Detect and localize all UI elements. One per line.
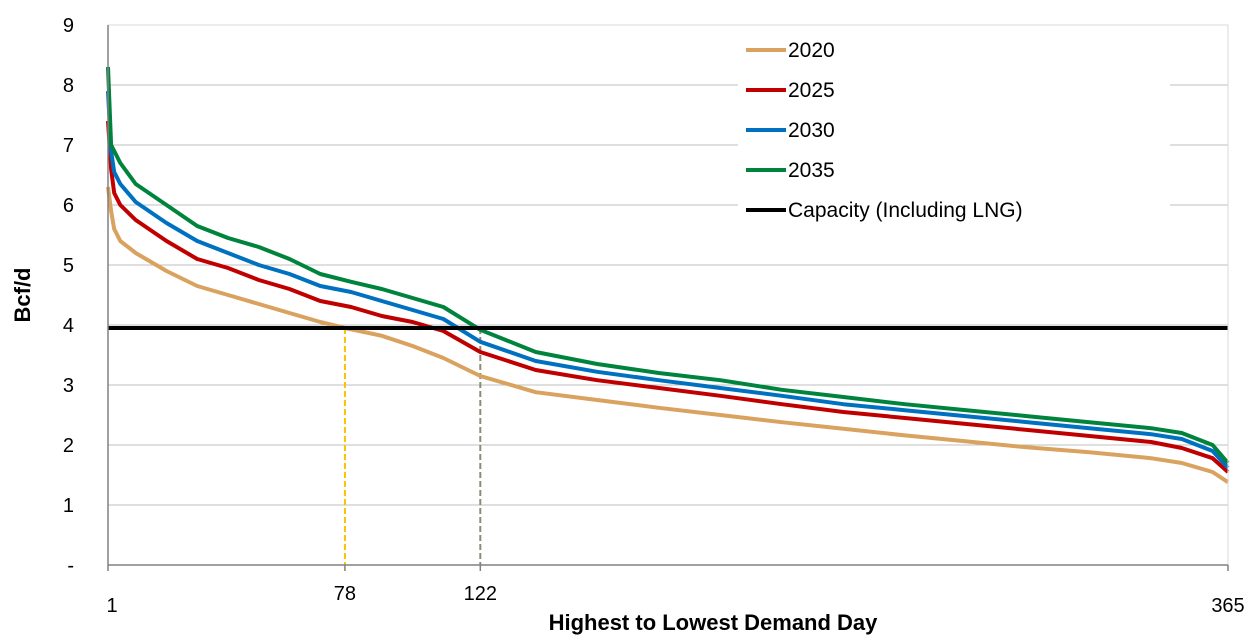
legend-label-capacity-including-lng: Capacity (Including LNG): [788, 199, 1023, 222]
series-line-2030: [106, 90, 1230, 470]
x-tick-label-2: 122: [464, 583, 497, 605]
y-tick-label-3: 3: [63, 375, 74, 397]
threshold-markers: [343, 328, 482, 565]
y-tick-label-0: -: [67, 555, 74, 577]
y-tick-label-9: 9: [63, 15, 74, 37]
x-tick-label-1: 78: [334, 583, 356, 605]
series-line-2025: [106, 120, 1230, 474]
y-tick-label-6: 6: [63, 195, 74, 217]
y-tick-label-8: 8: [63, 75, 74, 97]
y-tick-label-7: 7: [63, 135, 74, 157]
y-tick-label-1: 1: [63, 495, 74, 517]
legend: 2020 2025 2030 2035 Capacity (Including LNG): [738, 28, 1170, 234]
legend-label-2035: 2035: [788, 159, 835, 182]
series-lines: [106, 66, 1230, 484]
legend-label-2030: 2030: [788, 119, 835, 142]
legend-background: [738, 28, 1170, 234]
legend-label-2025: 2025: [788, 79, 835, 102]
y-tick-label-5: 5: [63, 255, 74, 277]
y-tick-label-2: 2: [63, 435, 74, 457]
x-tick-label-0: 1: [106, 595, 117, 617]
y-axis-title: Bcf/d: [10, 268, 35, 323]
series-line-2035: [106, 66, 1230, 465]
series-line-2020: [106, 186, 1230, 484]
legend-label-2020: 2020: [788, 39, 835, 62]
y-tick-label-4: 4: [63, 315, 74, 337]
x-tick-label-3: 365: [1211, 595, 1244, 617]
x-axis-title: Highest to Lowest Demand Day: [549, 610, 879, 635]
